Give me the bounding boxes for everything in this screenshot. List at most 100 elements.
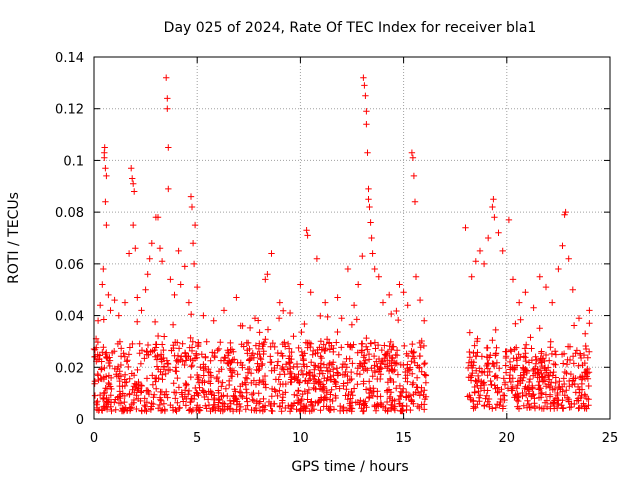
data-point bbox=[366, 203, 373, 211]
data-point bbox=[396, 281, 403, 288]
data-point bbox=[221, 406, 228, 413]
data-point bbox=[199, 377, 206, 385]
data-point bbox=[394, 371, 402, 378]
data-point bbox=[471, 342, 478, 349]
data-point bbox=[269, 339, 276, 347]
data-point bbox=[202, 354, 209, 361]
data-point bbox=[381, 361, 389, 368]
data-point bbox=[469, 398, 477, 405]
data-point bbox=[193, 350, 200, 357]
data-point bbox=[554, 400, 561, 408]
data-point bbox=[165, 185, 172, 193]
data-point bbox=[549, 299, 556, 306]
data-point bbox=[379, 299, 387, 306]
data-point bbox=[111, 296, 118, 304]
data-point bbox=[126, 404, 133, 411]
data-point bbox=[517, 316, 524, 323]
data-point bbox=[546, 391, 554, 398]
data-point bbox=[219, 379, 226, 386]
data-point bbox=[109, 349, 116, 357]
data-point bbox=[387, 338, 394, 346]
data-point bbox=[144, 341, 152, 349]
data-point bbox=[369, 392, 377, 399]
data-point bbox=[141, 395, 148, 402]
data-point bbox=[187, 334, 194, 342]
data-point bbox=[101, 154, 108, 161]
data-point bbox=[554, 391, 561, 399]
data-point bbox=[298, 367, 305, 375]
data-point bbox=[298, 328, 305, 336]
data-point bbox=[213, 373, 221, 381]
data-point bbox=[492, 372, 499, 379]
data-point bbox=[381, 342, 388, 349]
data-point bbox=[473, 353, 480, 360]
data-point bbox=[275, 376, 282, 383]
data-point bbox=[287, 365, 294, 372]
data-point bbox=[101, 144, 108, 151]
data-point bbox=[489, 405, 496, 412]
data-point bbox=[131, 389, 138, 396]
data-point bbox=[375, 273, 382, 280]
data-point bbox=[531, 365, 539, 372]
data-point bbox=[371, 367, 379, 375]
data-point bbox=[294, 363, 301, 371]
data-point bbox=[246, 324, 254, 332]
data-point bbox=[98, 365, 105, 372]
data-point bbox=[538, 370, 545, 378]
data-point bbox=[146, 255, 153, 262]
data-point bbox=[536, 378, 543, 385]
data-point bbox=[228, 373, 236, 380]
data-point bbox=[121, 398, 128, 406]
data-point bbox=[322, 345, 329, 352]
data-point bbox=[255, 367, 262, 374]
data-point bbox=[325, 340, 333, 347]
data-point bbox=[367, 340, 375, 347]
data-point bbox=[500, 375, 507, 382]
data-point bbox=[207, 388, 214, 395]
data-point bbox=[188, 311, 195, 318]
data-point bbox=[276, 299, 283, 306]
data-point bbox=[116, 368, 123, 375]
data-point bbox=[262, 384, 270, 391]
data-point bbox=[116, 382, 123, 390]
data-point bbox=[580, 351, 588, 359]
data-point bbox=[154, 214, 162, 221]
data-point bbox=[482, 395, 489, 402]
data-point bbox=[466, 392, 473, 399]
data-point bbox=[257, 354, 264, 362]
data-point bbox=[267, 343, 274, 350]
data-point bbox=[465, 374, 472, 381]
data-point bbox=[520, 353, 528, 360]
data-point bbox=[276, 402, 283, 410]
data-point bbox=[290, 333, 297, 340]
data-point bbox=[175, 384, 183, 391]
data-point bbox=[324, 313, 331, 321]
data-point bbox=[383, 398, 391, 406]
data-point bbox=[132, 245, 139, 252]
data-point bbox=[227, 406, 234, 413]
data-point bbox=[342, 368, 349, 376]
data-point bbox=[472, 404, 479, 411]
data-point bbox=[502, 362, 509, 369]
data-point bbox=[409, 340, 416, 348]
data-point bbox=[320, 387, 327, 395]
data-point bbox=[204, 396, 212, 403]
data-point bbox=[521, 345, 529, 352]
data-point bbox=[489, 203, 496, 211]
data-point bbox=[332, 394, 339, 402]
data-point bbox=[360, 354, 367, 361]
data-point bbox=[382, 352, 390, 359]
data-point bbox=[489, 337, 496, 344]
data-point bbox=[339, 371, 347, 378]
data-point bbox=[98, 366, 105, 373]
data-point bbox=[268, 250, 275, 257]
data-point bbox=[497, 398, 504, 406]
data-point bbox=[363, 334, 370, 342]
data-point bbox=[250, 377, 258, 384]
data-point bbox=[344, 396, 351, 403]
data-point bbox=[279, 352, 286, 360]
data-point bbox=[404, 378, 411, 385]
data-point bbox=[538, 350, 545, 357]
data-point bbox=[421, 371, 428, 378]
